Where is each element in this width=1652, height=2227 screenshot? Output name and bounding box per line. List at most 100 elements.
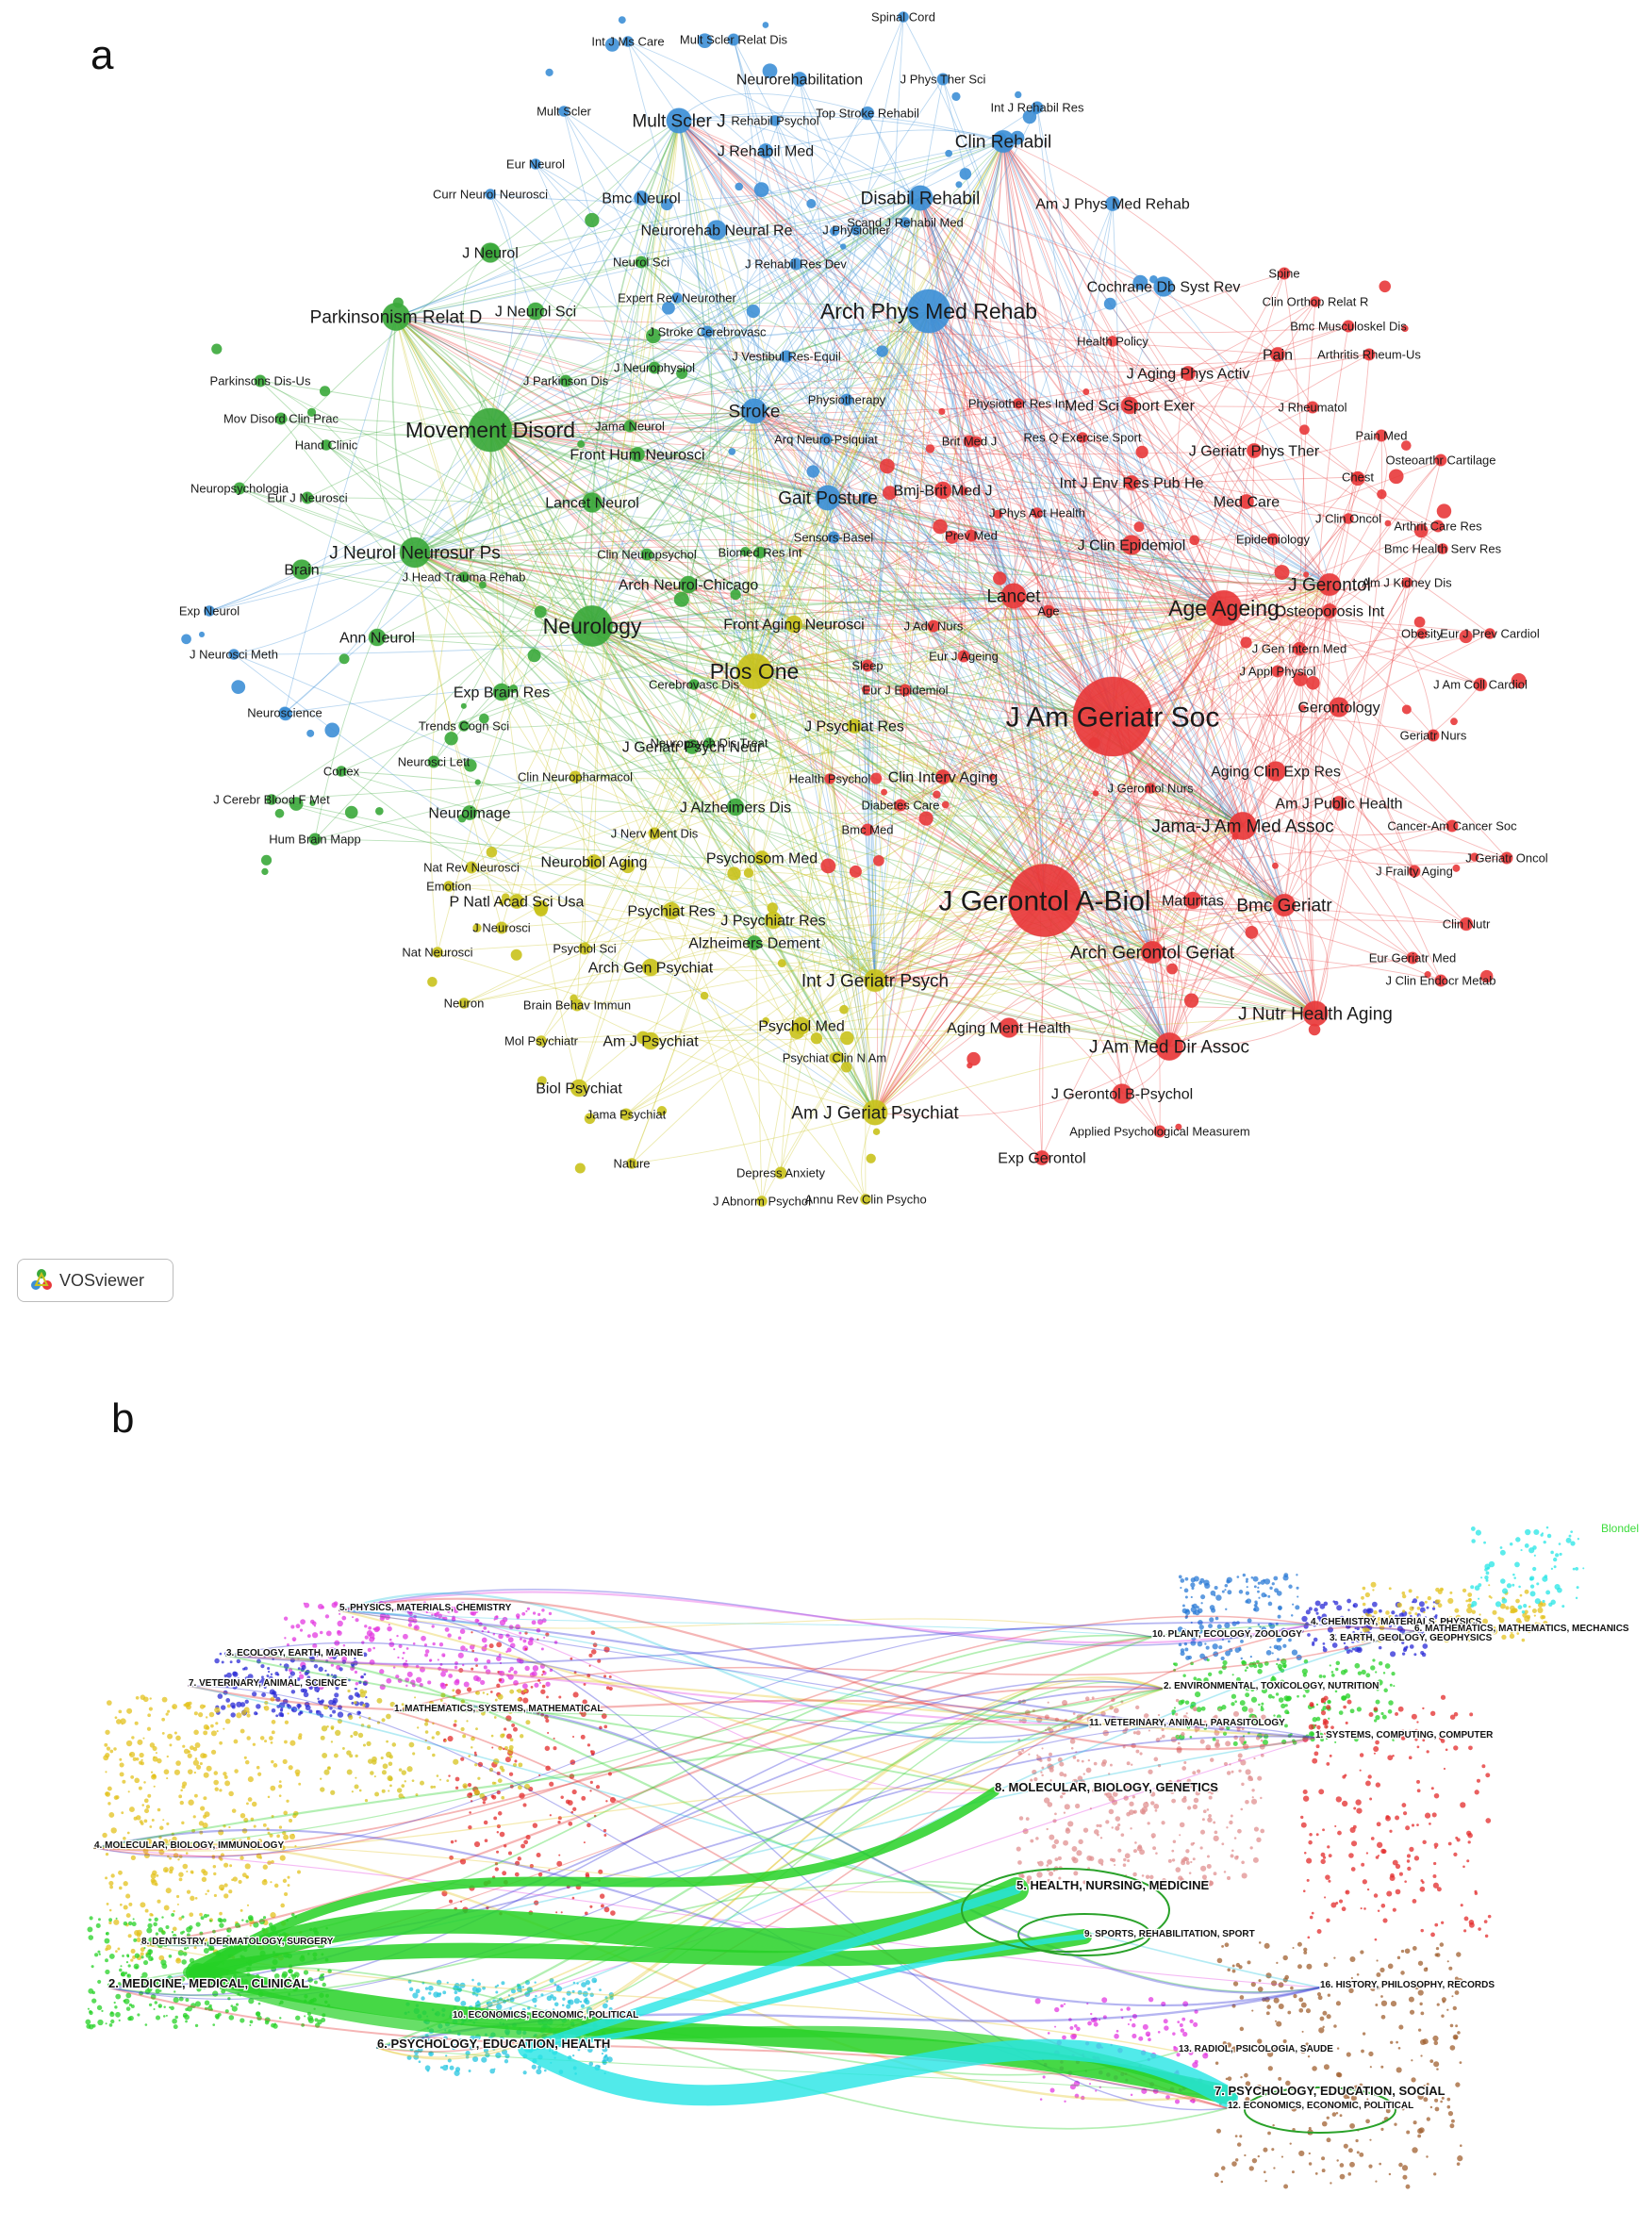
overlay-dot [1257,2154,1260,2158]
overlay-dot [158,1836,162,1839]
overlay-dot [1250,1576,1254,1579]
overlay-dot [1441,1921,1445,1924]
journal-node [648,827,661,840]
overlay-dot [118,1709,123,1714]
overlay-dot [1330,2182,1332,2185]
overlay-dot [1132,1849,1137,1854]
overlay-dot [186,1870,189,1873]
overlay-dot [601,2053,603,2055]
overlay-dot [350,1734,354,1738]
overlay-dot [1409,2009,1415,2015]
overlay-dot [489,2068,495,2074]
overlay-dot [327,1969,332,1973]
overlay-dot [1051,1844,1057,1849]
overlay-dot [218,1884,225,1890]
network-edge [1151,648,1300,953]
overlay-dot [1257,1669,1263,1674]
overlay-dot [1412,1899,1417,1904]
overlay-dot [1334,1740,1337,1743]
overlay-dot [108,1953,115,1959]
network-edge [414,538,1274,553]
overlay-dot [168,1985,172,1988]
journal-label: J Neurophysiol [614,361,695,375]
overlay-dot [1207,1817,1213,1823]
overlay-dot [361,1641,365,1644]
overlay-dot [147,1978,153,1985]
journal-label: Health Psychol [789,772,871,786]
network-edge [874,1046,1170,1117]
overlay-dot [483,2041,487,2047]
overlay-dot [110,2011,114,2015]
network-edge [874,770,1277,1114]
overlay-dot [1284,1709,1289,1715]
minor-node [993,509,1003,520]
overlay-dot [355,1681,359,1686]
overlay-dot [267,1795,271,1799]
network-edge [501,120,680,929]
overlay-dot [1346,1598,1352,1604]
overlay-dot [130,1774,135,1779]
overlay-dot [1217,1707,1221,1711]
overlay-dot [1231,1770,1234,1773]
overlay-dot [509,2007,512,2010]
network-edge [678,115,1004,142]
journal-label: J Psychiat Res [804,719,904,735]
overlay-dot [97,2019,104,2026]
overlay-dot [306,1634,311,1639]
journal-label: Mol Psychiatr [504,1034,579,1048]
journal-node [774,1166,787,1179]
network-edge [414,552,1300,650]
overlay-dot [130,1958,134,1962]
minor-node [933,790,941,800]
overlay-dot [1224,1589,1227,1592]
overlay-dot [424,1653,429,1658]
overlay-dot [487,2036,493,2041]
network-edge [761,607,1225,1202]
overlay-dot [1297,1941,1302,1947]
overlay-dot [187,2005,193,2012]
overlay-dot [401,1770,407,1775]
overlay-dot [443,2036,448,2041]
overlay-dot [443,1608,447,1612]
network-edge [271,799,1316,1015]
overlay-dot [537,1872,543,1877]
overlay-dot [450,1839,454,1844]
minor-node [730,588,741,601]
overlay-dot [1433,2040,1439,2046]
network-edge [1112,716,1316,1015]
overlay-dot [1247,1618,1252,1624]
overlay-dot [1315,1703,1319,1707]
network-edge [489,410,755,431]
overlay-dot [597,1658,602,1663]
overlay-dot [492,1999,497,2004]
overlay-dot [1506,1583,1512,1589]
overlay-dot [288,1969,292,1974]
overlay-dot [1434,1846,1437,1849]
overlay-dot [177,1982,183,1988]
journal-label: Cerebrovasc Dis [649,678,740,692]
overlay-dot [1478,1927,1481,1931]
overlay-dot [1416,1721,1419,1724]
overlay-dot [486,1692,489,1696]
network-edge [753,107,1038,672]
overlay-dot [335,1729,341,1737]
network-edge [640,197,1170,1048]
network-edge [233,552,416,655]
minor-node [839,1004,849,1015]
journal-label: J Phys Act Health [989,506,1085,520]
overlay-dot [1287,2010,1292,2015]
overlay-dot [1241,1659,1246,1665]
overlay-dot [1561,1605,1565,1608]
network-edge [239,487,1170,1048]
overlay-dot [358,1711,361,1714]
overlay-dot [165,1925,170,1930]
overlay-dot [452,1615,455,1620]
overlay-dot [1192,1857,1196,1861]
overlay-dot [297,1658,300,1660]
overlay-dot [527,1987,534,1993]
overlay-dot [1416,1789,1421,1793]
overlay-dot [231,1878,234,1882]
overlay-dot [348,1694,354,1701]
overlay-dot [1231,1621,1237,1626]
minor-node [444,732,458,746]
